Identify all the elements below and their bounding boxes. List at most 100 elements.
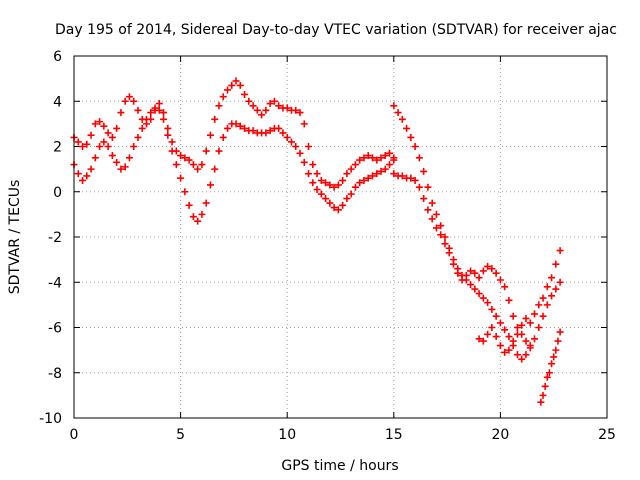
data-point (232, 77, 240, 85)
data-point (147, 109, 155, 117)
data-point (556, 247, 564, 255)
data-point (407, 133, 415, 141)
data-point (313, 170, 321, 178)
data-point (381, 152, 389, 160)
data-point (138, 115, 146, 123)
data-point (305, 170, 313, 178)
data-point (462, 271, 470, 279)
data-point (548, 292, 556, 300)
data-point (296, 109, 304, 117)
data-point (556, 278, 564, 286)
data-point (492, 312, 500, 320)
x-axis-label: GPS time / hours (281, 458, 398, 474)
data-point (432, 224, 440, 232)
x-tick-labels: 0 5 10 15 20 25 (70, 427, 616, 443)
data-point (351, 161, 359, 169)
y-tick-labels: -10 -8 -6 -4 -2 0 2 4 6 (39, 49, 62, 427)
data-point (249, 102, 257, 110)
data-point (488, 305, 496, 313)
grid-lines (74, 56, 607, 418)
data-point (134, 106, 142, 114)
y-tick-label-1: -8 (48, 366, 62, 382)
series-track-c (390, 102, 564, 345)
data-point (531, 335, 539, 343)
data-point (518, 321, 526, 329)
data-point (541, 382, 549, 390)
data-point (415, 183, 423, 191)
data-point (206, 131, 214, 139)
series-track-e (475, 324, 534, 363)
data-point (202, 147, 210, 155)
data-point (479, 294, 487, 302)
data-point (501, 283, 509, 291)
data-point (428, 199, 436, 207)
data-point (164, 124, 172, 132)
x-tick-label-2: 10 (278, 427, 296, 443)
data-point (543, 301, 551, 309)
data-point (496, 342, 504, 350)
data-point (241, 90, 249, 98)
data-point (130, 97, 138, 105)
data-point (181, 154, 189, 162)
data-point (475, 335, 483, 343)
data-point (113, 124, 121, 132)
data-point (219, 93, 227, 101)
data-point (526, 319, 534, 327)
data-point (386, 161, 394, 169)
data-point (552, 346, 560, 354)
data-point (249, 127, 257, 135)
y-tick-label-6: 2 (53, 140, 62, 156)
data-point (87, 131, 95, 139)
data-point (224, 86, 232, 94)
data-point (377, 167, 385, 175)
series-track-f (537, 328, 564, 406)
data-point (496, 276, 504, 284)
data-point (262, 106, 270, 114)
y-tick-label-0: -10 (39, 411, 62, 427)
y-tick-label-2: -6 (48, 321, 62, 337)
data-point (104, 143, 112, 150)
data-point (91, 120, 99, 128)
data-point (283, 133, 291, 141)
data-point (484, 299, 492, 307)
data-point (270, 97, 278, 105)
data-point (475, 290, 483, 298)
data-point (253, 106, 261, 114)
data-point (411, 143, 419, 150)
data-point (334, 181, 342, 189)
data-point (522, 351, 530, 359)
data-point (441, 240, 449, 248)
data-point (552, 260, 560, 268)
data-point (305, 143, 313, 150)
data-point (526, 344, 534, 352)
data-point (505, 296, 513, 304)
data-point (537, 398, 545, 406)
data-point (339, 176, 347, 184)
y-tick-label-8: 6 (53, 49, 62, 65)
data-point (309, 179, 317, 187)
data-point (420, 167, 428, 175)
y-tick-label-3: -4 (48, 275, 62, 291)
data-point (428, 215, 436, 223)
data-point (552, 285, 560, 293)
data-point (177, 174, 185, 182)
data-point (501, 348, 509, 356)
data-point (241, 124, 249, 132)
data-point (522, 314, 530, 322)
data-point (356, 179, 364, 187)
y-tick-label-7: 4 (53, 94, 62, 110)
data-point (554, 337, 562, 345)
chart-title: Day 195 of 2014, Sidereal Day-to-day VTE… (55, 22, 617, 38)
data-point (539, 391, 547, 399)
data-point (548, 274, 556, 282)
data-point (224, 124, 232, 132)
data-point (300, 158, 308, 166)
data-point (449, 260, 457, 268)
data-point (275, 124, 283, 132)
data-point (326, 199, 334, 207)
data-point (347, 190, 355, 198)
data-point (356, 156, 364, 164)
data-point (394, 109, 402, 117)
data-point (300, 120, 308, 128)
